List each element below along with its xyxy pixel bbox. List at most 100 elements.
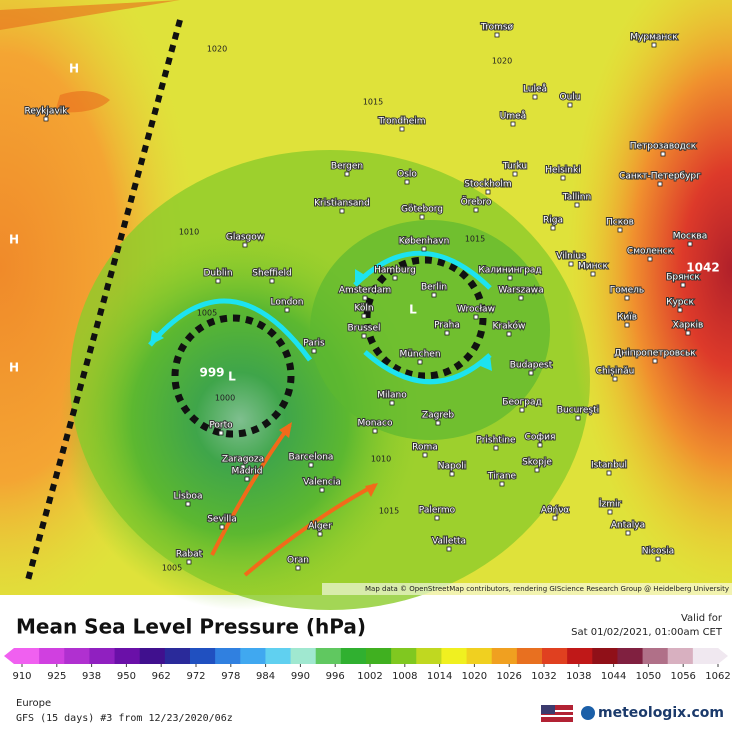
scale-tick-label: 1032: [531, 671, 556, 682]
city-dot: [550, 225, 556, 231]
city-label: Luleå: [523, 84, 547, 95]
city-dot: [240, 464, 246, 470]
city-label: Istanbul: [591, 461, 627, 471]
low-circle: [171, 314, 295, 438]
city-label: Kristiansand: [314, 199, 370, 209]
scale-segment: [14, 648, 40, 664]
city-label: Zagreb: [422, 411, 454, 421]
scale-tick-label: 1002: [357, 671, 382, 682]
arrow-head: [279, 422, 292, 438]
city-label: Tallinn: [562, 193, 591, 203]
city-dot: [532, 94, 538, 100]
logo-icon: [581, 706, 595, 720]
scale-end: [4, 648, 14, 664]
scale-segment: [366, 648, 392, 664]
city-label: Tromsø: [480, 23, 514, 33]
brand[interactable]: meteologix.com: [598, 705, 724, 721]
city-dot: [339, 208, 345, 214]
region: Europe: [16, 698, 51, 709]
scale-tick-label: 1062: [705, 671, 730, 682]
city-dot: [219, 524, 225, 530]
cyclone-arrow: [148, 298, 313, 362]
city-label: Харків: [673, 321, 704, 331]
city-dot: [685, 330, 691, 336]
city-dot: [574, 202, 580, 208]
city-dot: [284, 307, 290, 313]
city-label: Oran: [287, 556, 309, 566]
scale-segment: [114, 648, 141, 664]
city-label: Wrocław: [457, 305, 495, 315]
city-label: Курск: [666, 298, 694, 308]
city-dot: [534, 467, 540, 473]
city-label: Örebro: [461, 197, 492, 208]
city-label: София: [525, 433, 556, 443]
flag-canton: [541, 705, 555, 714]
iceland: [0, 0, 180, 113]
low-circle: [363, 256, 487, 380]
city-dot: [567, 102, 573, 108]
scale-segment: [240, 648, 266, 664]
city-label: København: [399, 237, 450, 247]
city-dot: [651, 42, 657, 48]
city-label: Kraków: [493, 321, 526, 332]
city-label: Reykjavik: [25, 107, 69, 117]
city-dot: [308, 462, 314, 468]
city-label: Trondheim: [377, 117, 425, 127]
scale-tick-label: 1056: [670, 671, 695, 682]
city-dot: [518, 295, 524, 301]
city-dot: [607, 509, 613, 515]
scale-segment: [340, 648, 367, 664]
city-label: Valencia: [303, 478, 341, 488]
scale-segment: [416, 648, 442, 664]
pressure-label: 1005: [197, 309, 217, 318]
scale-segment: [89, 648, 116, 664]
scale-end: [718, 648, 728, 664]
scale-tick-label: 910: [12, 671, 31, 682]
city-label: London: [271, 298, 304, 308]
city-label: Минск: [578, 262, 608, 272]
scale-segment: [516, 648, 543, 664]
city-label: Praha: [434, 321, 460, 331]
city-label: Москва: [673, 232, 707, 242]
city-dot: [317, 531, 323, 537]
city-label: Palermo: [419, 506, 456, 516]
scale-tick-label: 1044: [601, 671, 626, 682]
city-label: Chișinău: [596, 367, 635, 377]
city-dot: [537, 442, 543, 448]
city-label: Oslo: [397, 170, 417, 180]
city-dot: [485, 189, 491, 195]
footer: Mean Sea Level Pressure (hPa) Valid for …: [4, 613, 731, 724]
city-dot: [361, 333, 367, 339]
scale-tick-label: 950: [117, 671, 136, 682]
scale-tick-label: 938: [82, 671, 101, 682]
city-label: Калининград: [478, 266, 541, 276]
flow-arrow: [243, 483, 376, 577]
city-labels: Reykjavik Tromsø Мурманск Luleå Oulu Umeå Tron…: [24, 22, 708, 571]
scale-segment: [315, 648, 342, 664]
pressure-label: 1015: [379, 507, 399, 516]
city-label: Riga: [543, 216, 563, 226]
city-dot: [575, 415, 581, 421]
city-dot: [419, 214, 425, 220]
pressure-label: 1000: [215, 394, 235, 403]
city-label: Barcelona: [289, 453, 334, 463]
scale-tick-label: 978: [221, 671, 240, 682]
pressure-label: 1005: [162, 564, 182, 573]
city-label: Valletta: [432, 537, 466, 547]
city-dot: [590, 271, 596, 277]
city-label: Skopje: [522, 458, 552, 468]
scale-segment: [391, 648, 417, 664]
city-label: Warszawa: [498, 286, 543, 296]
city-label: Porto: [209, 421, 233, 431]
pressure-label: H: [69, 62, 79, 76]
city-label: Dublin: [203, 269, 232, 279]
city-dot: [361, 313, 367, 319]
scale-tick-label: 1008: [392, 671, 417, 682]
city-dot: [512, 171, 518, 177]
city-label: Roma: [412, 443, 438, 453]
city-label: Berlin: [421, 283, 447, 293]
city-dot: [624, 322, 630, 328]
scale-segment: [64, 648, 90, 664]
city-dot: [687, 241, 693, 247]
map: Reykjavik Tromsø Мурманск Luleå Oulu Umeå Tron…: [0, 0, 732, 610]
